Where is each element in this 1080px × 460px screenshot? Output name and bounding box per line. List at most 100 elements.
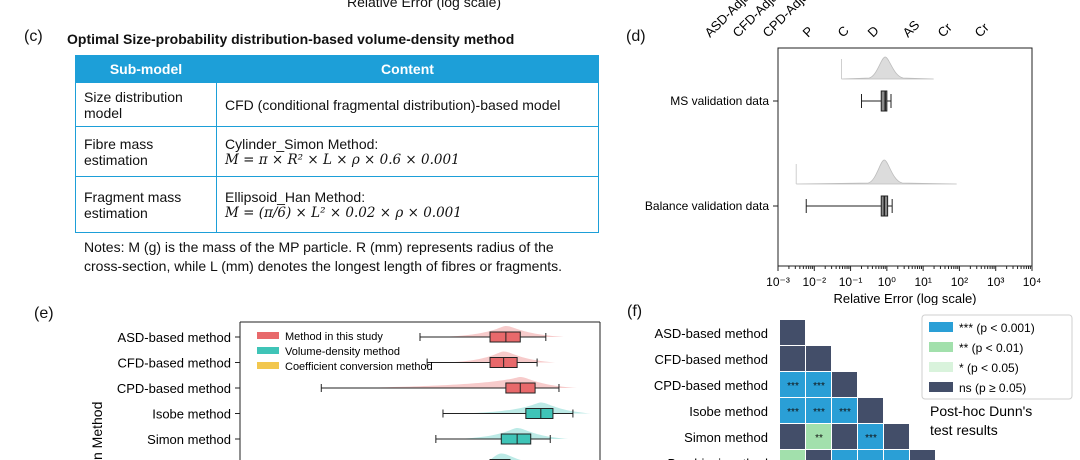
submodel-table: Sub-model Content Size distribution mode… bbox=[75, 55, 599, 233]
table-notes: Notes: M (g) is the mass of the MP parti… bbox=[84, 239, 563, 274]
y-tick-label: CFD-based method bbox=[118, 356, 231, 371]
top-rotated-label: P bbox=[800, 23, 817, 40]
row-label: CPD-based method bbox=[654, 378, 768, 393]
heatmap-cell bbox=[780, 346, 805, 371]
x-tick-label: 10³ bbox=[987, 275, 1004, 289]
legend-swatch bbox=[929, 322, 953, 332]
row-label: Barchiesi method bbox=[668, 456, 768, 460]
method-name: Ellipsoid_Han Method: bbox=[225, 188, 366, 205]
density-ridge bbox=[796, 159, 957, 185]
annotation-text: Post-hoc Dunn's bbox=[930, 403, 1032, 419]
row-label: ASD-based method bbox=[655, 326, 768, 341]
legend-swatch bbox=[257, 347, 279, 354]
y-tick-label: MS validation data bbox=[670, 94, 769, 108]
heatmap-cell bbox=[858, 450, 883, 460]
table-row: Fragment mass estimation Ellipsoid_Han M… bbox=[75, 176, 599, 233]
heatmap-cell bbox=[806, 346, 831, 371]
heatmap-cell bbox=[806, 450, 831, 460]
top-rotated-label: Cr bbox=[935, 19, 956, 40]
plot-frame bbox=[777, 47, 1033, 267]
top-rotated-label: Cr bbox=[972, 19, 993, 40]
heatmap-cell bbox=[832, 398, 857, 423]
box bbox=[489, 331, 521, 343]
x-axis-label: Relative Error (log scale) bbox=[833, 291, 976, 305]
legend-label: ns (p ≥ 0.05) bbox=[959, 381, 1026, 395]
top-cut-xlabel: Relative Error (log scale) bbox=[347, 0, 502, 10]
legend-swatch bbox=[929, 382, 953, 392]
x-tick-label: 10⁴ bbox=[1023, 275, 1042, 289]
x-tick-label: 10² bbox=[951, 275, 968, 289]
density-ridge bbox=[490, 453, 521, 460]
box bbox=[880, 90, 888, 112]
legend-box bbox=[921, 314, 1073, 400]
heatmap-cell bbox=[780, 424, 805, 449]
x-tick-label: 10⁰ bbox=[878, 275, 896, 289]
panel-c-title: Optimal Size-probability distribution-ba… bbox=[67, 31, 515, 47]
heatmap-cell bbox=[884, 424, 909, 449]
legend-label: ** (p < 0.01) bbox=[959, 341, 1023, 355]
heatmap-cell bbox=[806, 372, 831, 397]
row-content: Ellipsoid_Han Method: M = (π/6) × L² × 0… bbox=[216, 176, 599, 233]
row-label: Simon method bbox=[684, 430, 768, 445]
cell-label: ** bbox=[815, 433, 823, 444]
annotation-text: test results bbox=[930, 422, 998, 438]
legend-label: Volume-density method bbox=[285, 346, 400, 358]
y-tick-label: Isobe method bbox=[152, 407, 231, 422]
heatmap-cell bbox=[780, 372, 805, 397]
legend-label: * (p < 0.05) bbox=[959, 361, 1019, 375]
density-ridge bbox=[841, 56, 934, 80]
row-submodel: Fragment mass estimation bbox=[75, 176, 217, 233]
heatmap-cell bbox=[806, 424, 831, 449]
table-row: Size distribution model CFD (conditional… bbox=[75, 82, 599, 127]
legend-label: *** (p < 0.001) bbox=[959, 321, 1035, 335]
heatmap-cell bbox=[858, 398, 883, 423]
y-tick-label: Barchiesi method bbox=[131, 458, 231, 460]
legend-label: Coefficient conversion method bbox=[285, 361, 433, 373]
chart-f: ASD-based method CFD-based method CPD-base… bbox=[654, 314, 1073, 460]
heatmap-cell bbox=[832, 424, 857, 449]
chart-d: 10⁻³ 10⁻² 10⁻¹ 10⁰ 10¹ 10² 10³ 10⁴ Relative Erro… bbox=[645, 47, 1042, 305]
row-submodel: Size distribution model bbox=[75, 82, 217, 127]
cell-label: *** bbox=[865, 433, 877, 444]
heatmap-cell bbox=[910, 450, 935, 460]
heatmap-cell bbox=[780, 398, 805, 423]
x-tick-label: 10⁻³ bbox=[766, 275, 790, 289]
heatmap-cell bbox=[806, 398, 831, 423]
heatmap-cell bbox=[832, 450, 857, 460]
panel-d-letter: (d) bbox=[626, 28, 646, 45]
cell-label: *** bbox=[787, 407, 799, 418]
x-tick-label: 10¹ bbox=[914, 275, 931, 289]
heatmap-cell bbox=[780, 450, 805, 460]
panel-e-letter: (e) bbox=[34, 305, 54, 322]
table-row: Fibre mass estimation Cylinder_Simon Met… bbox=[75, 126, 599, 177]
method-name: Cylinder_Simon Method: bbox=[225, 135, 379, 152]
y-tick-label: ASD-based method bbox=[118, 330, 231, 345]
cell-label: *** bbox=[813, 407, 825, 418]
heatmap-cell bbox=[832, 372, 857, 397]
box bbox=[525, 408, 554, 419]
chart-e: n Method ASD-based method CFD-based method… bbox=[89, 321, 601, 460]
y-tick-label: CPD-based method bbox=[117, 381, 231, 396]
row-label: CFD-based method bbox=[655, 352, 768, 367]
panel-c-letter: (c) bbox=[24, 28, 43, 45]
legend-swatch bbox=[929, 342, 953, 352]
panel-f-letter: (f) bbox=[627, 303, 643, 320]
density-ridge bbox=[341, 377, 577, 388]
cell-label: *** bbox=[813, 381, 825, 392]
equation: M = π × R² × L × ρ × 0.6 × 0.001 bbox=[225, 151, 460, 168]
cell-label: *** bbox=[839, 407, 851, 418]
row-label: Isobe method bbox=[689, 404, 768, 419]
legend-swatch bbox=[929, 362, 953, 372]
header-content: Content bbox=[216, 55, 599, 83]
legend-swatch bbox=[257, 362, 279, 369]
row-content: Cylinder_Simon Method: M = π × R² × L × … bbox=[216, 126, 599, 177]
legend-label: Method in this study bbox=[285, 331, 383, 343]
box bbox=[500, 433, 532, 445]
top-rotated-label: AS bbox=[900, 17, 923, 40]
row-content: CFD (conditional fragmental distribution… bbox=[216, 82, 599, 127]
legend-swatch bbox=[257, 332, 279, 339]
equation: M = (π/6) × L² × 0.02 × ρ × 0.001 bbox=[225, 204, 462, 221]
x-tick-label: 10⁻¹ bbox=[839, 275, 863, 289]
header-submodel: Sub-model bbox=[75, 55, 217, 83]
